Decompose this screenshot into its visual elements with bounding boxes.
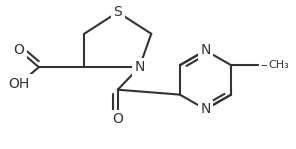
Text: OH: OH [9,77,30,91]
Text: CH₃: CH₃ [268,60,289,70]
Text: N: N [134,60,145,74]
Text: —: — [261,59,273,72]
Text: S: S [113,5,122,19]
Text: O: O [14,44,25,58]
Text: N: N [200,44,211,58]
Text: N: N [200,102,211,116]
Text: O: O [112,112,123,126]
